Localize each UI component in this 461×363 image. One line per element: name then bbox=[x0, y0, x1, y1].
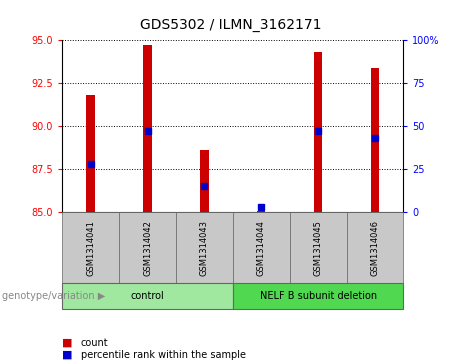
Bar bbox=[257, 211, 266, 212]
Bar bbox=[143, 45, 152, 212]
Text: genotype/variation ▶: genotype/variation ▶ bbox=[2, 291, 106, 301]
Text: control: control bbox=[130, 291, 165, 301]
Text: GSM1314044: GSM1314044 bbox=[257, 220, 266, 276]
Text: ■: ■ bbox=[62, 350, 73, 360]
Bar bbox=[86, 95, 95, 212]
Text: GSM1314041: GSM1314041 bbox=[86, 220, 95, 276]
Text: NELF B subunit deletion: NELF B subunit deletion bbox=[260, 291, 377, 301]
Text: GSM1314043: GSM1314043 bbox=[200, 220, 209, 276]
Text: GDS5302 / ILMN_3162171: GDS5302 / ILMN_3162171 bbox=[140, 18, 321, 32]
Text: GSM1314045: GSM1314045 bbox=[313, 220, 323, 276]
Text: GSM1314042: GSM1314042 bbox=[143, 220, 152, 276]
Text: percentile rank within the sample: percentile rank within the sample bbox=[81, 350, 246, 360]
Text: GSM1314046: GSM1314046 bbox=[371, 220, 379, 276]
Text: ■: ■ bbox=[62, 338, 73, 348]
Bar bbox=[200, 150, 209, 212]
Bar bbox=[314, 52, 322, 212]
Text: count: count bbox=[81, 338, 108, 348]
Bar bbox=[371, 68, 379, 212]
